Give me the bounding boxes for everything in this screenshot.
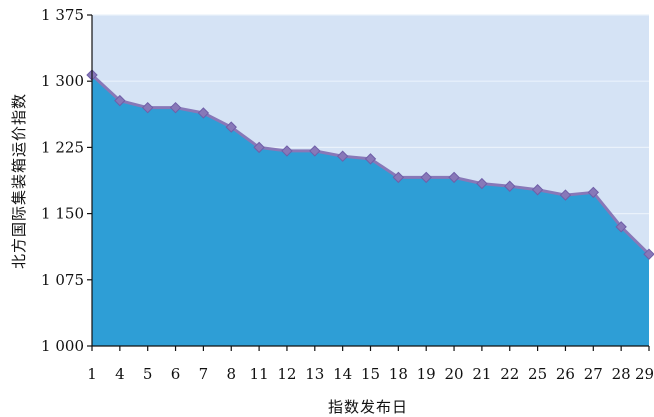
data-point-marker: [420, 171, 432, 184]
y-tick-label: 1 150: [41, 205, 84, 223]
y-tick-label: 1 000: [41, 337, 84, 355]
x-tick-label: 6: [171, 365, 181, 383]
x-tick-label: 29: [635, 365, 654, 383]
data-point-marker: [531, 184, 544, 196]
data-point-marker: [225, 121, 237, 133]
x-tick-label: 21: [472, 365, 491, 383]
x-tick-label: 18: [389, 365, 408, 383]
x-tick-label: 26: [556, 365, 575, 383]
y-tick-label: 1 300: [41, 72, 84, 90]
x-axis-ticks: 1 4 5 6 7 8 11 12 13 14 15 18 19 20 21 22 25 26 27 28 29: [87, 346, 654, 383]
x-tick-label: 5: [143, 365, 153, 383]
x-axis-title: 指数发布日: [328, 398, 408, 416]
y-tick-label: 1 375: [41, 6, 84, 24]
x-tick-label: 19: [417, 365, 436, 383]
x-tick-label: 15: [361, 365, 380, 383]
data-point-marker: [141, 101, 154, 114]
data-point-marker: [448, 171, 460, 184]
x-tick-label: 1: [87, 365, 97, 383]
x-tick-label: 11: [250, 365, 269, 383]
x-tick-label: 27: [584, 365, 603, 383]
y-axis-ticks: 1 000 1 075 1 150 1 225 1 300 1 375: [41, 6, 92, 355]
x-tick-label: 22: [500, 365, 519, 383]
x-tick-label: 14: [333, 365, 352, 383]
data-point-marker: [281, 145, 293, 157]
data-point-marker: [114, 94, 126, 107]
data-point-marker: [364, 153, 377, 165]
data-point-marker: [309, 145, 321, 157]
data-point-marker: [615, 221, 627, 233]
data-point-marker: [336, 150, 349, 162]
data-point-marker: [197, 107, 210, 119]
x-tick-label: 25: [528, 365, 547, 383]
data-point-marker: [253, 141, 265, 154]
y-tick-label: 1 075: [41, 271, 84, 289]
y-tick-label: 1 225: [41, 138, 84, 156]
data-point-marker: [559, 189, 572, 201]
data-point-marker: [587, 186, 600, 199]
data-point-marker: [504, 180, 516, 192]
area-fill: [92, 75, 649, 346]
data-point-marker: [476, 177, 488, 190]
data-point-marker: [392, 171, 405, 184]
x-tick-label: 8: [226, 365, 236, 383]
x-tick-label: 20: [445, 365, 464, 383]
y-axis-title: 北方国际集装箱运价指数: [10, 93, 28, 269]
x-tick-label: 4: [115, 365, 125, 383]
x-tick-label: 12: [277, 365, 296, 383]
data-point-marker: [643, 248, 654, 260]
x-tick-label: 28: [612, 365, 631, 383]
x-tick-label: 13: [305, 365, 324, 383]
x-tick-label: 7: [199, 365, 209, 383]
data-point-marker: [169, 101, 182, 114]
